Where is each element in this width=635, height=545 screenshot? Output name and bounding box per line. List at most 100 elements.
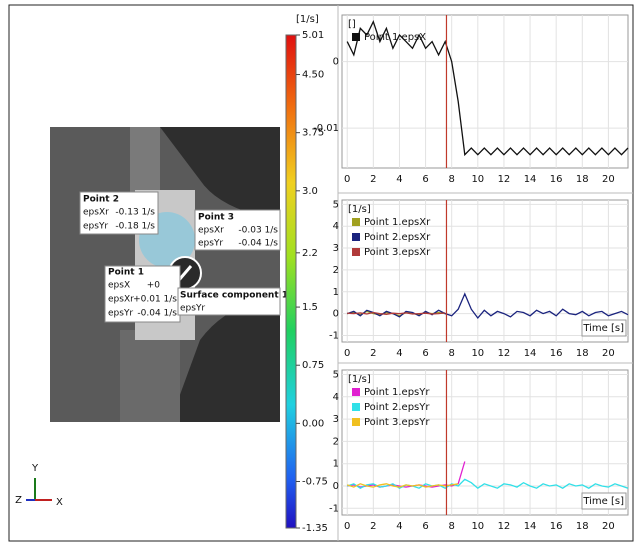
value: -0.18 1/s <box>115 222 155 232</box>
surface-title: Surface component 1 <box>180 291 288 301</box>
y-tick-label: 3 <box>333 243 339 254</box>
x-tick-label: 10 <box>471 174 484 185</box>
x-tick-label: 18 <box>576 521 589 532</box>
legend-label: Point 1.epsXr <box>364 217 431 228</box>
x-tick-label: 6 <box>422 521 428 532</box>
label: epsYr <box>180 304 205 314</box>
colorbar-label: 0.00 <box>302 418 324 429</box>
x-tick-label: 6 <box>422 348 428 359</box>
label: epsYr <box>108 309 133 319</box>
x-tick-label: 12 <box>498 348 511 359</box>
colorbar-label: -0.75 <box>302 476 328 487</box>
x-tick-label: 2 <box>370 521 376 532</box>
legend-swatch <box>352 418 360 426</box>
legend-label: Point 2.epsYr <box>364 402 430 413</box>
y-tick-label: 5 <box>333 199 339 210</box>
x-tick-label: 16 <box>550 521 563 532</box>
y-tick-label: 5 <box>333 369 339 380</box>
plot-area <box>341 369 629 516</box>
x-tick-label: 8 <box>449 348 455 359</box>
x-tick-label: 0 <box>344 174 350 185</box>
legend-swatch <box>352 218 360 226</box>
point-3-box: Point 3 epsXr -0.03 1/s epsYr -0.04 1/s <box>194 209 281 251</box>
x-tick-label: 10 <box>471 521 484 532</box>
x-tick-label: 14 <box>524 348 537 359</box>
x-tick-label: 20 <box>602 174 615 185</box>
x-axis-label: Time [s] <box>582 496 624 507</box>
y-tick-label: 0 <box>333 309 339 320</box>
point-title: Point 1 <box>108 268 144 278</box>
legend-label: Point 1.epsYr <box>364 387 430 398</box>
series-line <box>346 19 629 157</box>
plot-area <box>341 14 629 169</box>
axis-z: Z <box>15 495 22 506</box>
x-tick-label: 18 <box>576 174 589 185</box>
y-tick-label: 1 <box>333 287 339 298</box>
x-tick-label: 16 <box>550 348 563 359</box>
y-tick-label: 0 <box>333 57 339 68</box>
legend-label: Point 2.epsXr <box>364 232 431 243</box>
specimen-image <box>50 127 280 422</box>
y-tick-label: 2 <box>333 436 339 447</box>
y-tick-label: 4 <box>333 392 339 403</box>
x-tick-label: 10 <box>471 348 484 359</box>
series-line <box>347 311 446 315</box>
y-tick-label: 0 <box>333 481 339 492</box>
label: epsXr <box>83 208 109 218</box>
x-tick-label: 20 <box>602 348 615 359</box>
colorbar-label: 4.50 <box>302 70 324 81</box>
colorbar-label: 0.75 <box>302 360 324 371</box>
value: -0.03 1/s <box>238 226 278 236</box>
series-line <box>346 478 629 490</box>
legend-swatch <box>352 33 360 41</box>
y-tick-label: 1 <box>333 459 339 470</box>
value: -0.04 1/s <box>137 309 177 319</box>
x-axis-label: Time [s] <box>582 323 624 334</box>
x-tick-label: 4 <box>396 521 402 532</box>
legend-swatch <box>352 248 360 256</box>
x-tick-label: 4 <box>396 174 402 185</box>
y-tick-label: -0.01 <box>313 123 339 134</box>
colorbar-label: 3.75 <box>302 128 324 139</box>
colorbar-label: 2.2 <box>302 248 318 259</box>
x-tick-label: 8 <box>449 521 455 532</box>
value: +0 <box>147 281 161 291</box>
plot-area <box>341 199 629 343</box>
series-line <box>346 292 629 320</box>
x-label-box <box>581 319 627 337</box>
point-title: Point 3 <box>198 213 234 223</box>
y-tick-label: 2 <box>333 265 339 276</box>
colorbar-unit: [1/s] <box>296 14 319 25</box>
point-2-box: Point 2 epsXr -0.13 1/s epsYr -0.18 1/s <box>79 191 159 235</box>
label: epsYr <box>198 239 223 249</box>
axis-triad: Y Z X <box>15 463 63 508</box>
y-tick-label: -1 <box>329 503 339 514</box>
surface-box: Surface component 1 epsYr <box>177 287 288 316</box>
x-tick-label: 8 <box>449 174 455 185</box>
x-tick-label: 14 <box>524 521 537 532</box>
value: -0.04 1/s <box>238 239 278 249</box>
legend-swatch <box>352 233 360 241</box>
x-tick-label: 16 <box>550 174 563 185</box>
x-tick-label: 18 <box>576 348 589 359</box>
x-tick-label: 4 <box>396 348 402 359</box>
axis-x: X <box>56 497 63 508</box>
legend-swatch <box>352 388 360 396</box>
colorbar-label: 3.0 <box>302 186 318 197</box>
colorbar-label: 1.5 <box>302 302 318 313</box>
x-label-box <box>581 492 627 510</box>
x-tick-label: 2 <box>370 348 376 359</box>
axis-y: Y <box>31 463 39 474</box>
legend-label: Point 3.epsXr <box>364 247 431 258</box>
colorbar <box>285 34 297 529</box>
series-line <box>346 483 459 488</box>
y-axis-label: [1/s] <box>348 204 371 215</box>
y-tick-label: 3 <box>333 414 339 425</box>
point-1-box: Point 1 epsX +0 epsXr +0.01 1/s epsYr -0… <box>104 265 181 323</box>
label: epsXr <box>198 226 224 236</box>
frame <box>8 4 634 542</box>
legend-label: Point 1.epsX <box>364 32 426 43</box>
label: epsYr <box>83 222 108 232</box>
colorbar-label: 5.01 <box>302 30 324 41</box>
